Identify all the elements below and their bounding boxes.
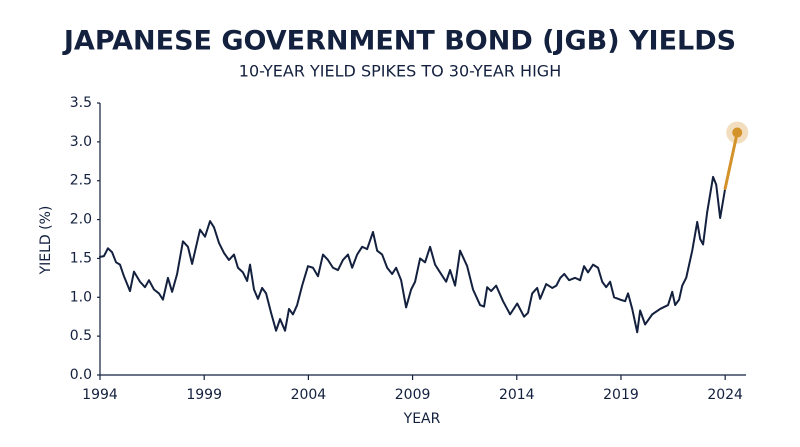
y-axis-title: YIELD (%)	[38, 206, 54, 276]
end-marker	[732, 127, 743, 138]
y-tick-label: 3.5	[70, 95, 92, 111]
series-line	[99, 175, 727, 334]
y-tick-label: 0.5	[70, 328, 92, 344]
x-tick-label: 1999	[186, 387, 222, 403]
x-tick-label: 2009	[395, 387, 431, 403]
x-axis-title: YEAR	[403, 411, 441, 427]
chart-subtitle: 10-YEAR YIELD SPIKES TO 30-YEAR HIGH	[239, 62, 561, 81]
y-tick-label: 3.0	[70, 134, 92, 150]
chart-title: JAPANESE GOVERNMENT BOND (JGB) YIELDS	[62, 26, 736, 57]
x-tick-label: 1994	[82, 387, 118, 403]
x-tick-label: 2004	[291, 387, 327, 403]
y-tick-label: 1.5	[70, 250, 92, 266]
y-tick-label: 2.0	[70, 212, 92, 228]
x-tick-label: 2014	[499, 387, 535, 403]
y-tick-label: 0.0	[70, 367, 92, 383]
series-line	[723, 131, 739, 190]
y-tick-label: 2.5	[70, 173, 92, 189]
x-tick-label: 2024	[707, 387, 743, 403]
x-tick-label: 2019	[603, 387, 639, 403]
y-tick-label: 1.0	[70, 289, 92, 305]
